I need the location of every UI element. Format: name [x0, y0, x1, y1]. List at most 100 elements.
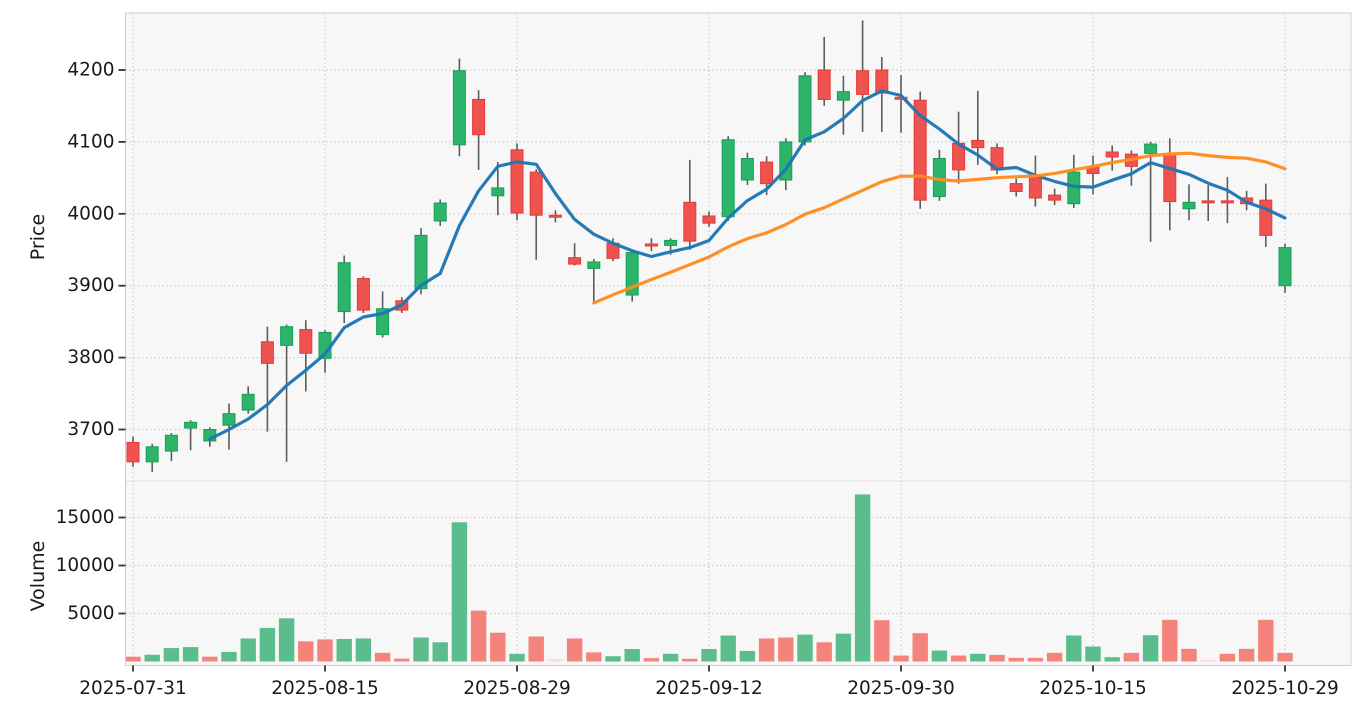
volume-bar [912, 633, 928, 662]
candle-body [452, 70, 466, 146]
axes-frame [125, 12, 1352, 666]
volume-bar [566, 638, 583, 662]
candle-body [433, 202, 447, 222]
price-tick-label: 3700 [67, 419, 114, 440]
volume-bar [1027, 657, 1044, 662]
candle-body [817, 69, 831, 100]
candle-body [222, 413, 236, 426]
candle-body [836, 91, 850, 101]
candle-body [491, 187, 505, 197]
candle-body [1259, 199, 1273, 236]
volume-bar [432, 642, 448, 662]
volume-bar [720, 635, 736, 662]
volume-bar [547, 659, 564, 662]
volume-bar [355, 638, 372, 662]
candle-body [587, 261, 601, 269]
volume-bar [931, 650, 948, 662]
volume-bar [816, 642, 832, 662]
candle-body [1028, 176, 1042, 199]
volume-bar [643, 658, 660, 662]
volume-bar [470, 610, 487, 662]
candle-body [337, 262, 351, 313]
volume-bar [682, 658, 698, 662]
volume-bar [490, 632, 506, 662]
volume-bar [298, 641, 314, 662]
volume-bar [394, 658, 410, 662]
volume-bar [240, 638, 256, 662]
candle-body [798, 75, 812, 143]
candle-body [1278, 247, 1292, 287]
candle-body [145, 446, 159, 463]
volume-bar [1104, 657, 1120, 662]
volume-bar [1181, 648, 1197, 662]
candle-body [529, 171, 543, 216]
volume-bar [1046, 652, 1063, 662]
volume-bar [259, 627, 276, 662]
candle-body [760, 161, 774, 185]
volume-bar [317, 639, 333, 662]
volume-bar [221, 651, 237, 662]
volume-bar [1238, 648, 1255, 662]
ma5-line [208, 89, 1287, 441]
date-tick-label: 2025-10-15 [1039, 678, 1147, 699]
date-tick-label: 2025-10-29 [1231, 678, 1339, 699]
volume-bar [662, 653, 679, 662]
price-tick-label: 4000 [67, 203, 114, 224]
volume-bar [336, 638, 352, 662]
volume-bar [989, 654, 1005, 662]
candle-body [1182, 201, 1196, 210]
volume-bar [797, 634, 813, 662]
volume-bar [1162, 619, 1178, 662]
volume-bar [1066, 635, 1082, 662]
volume-bar [835, 633, 852, 662]
candle-body [510, 149, 524, 214]
volume-bar [1123, 652, 1140, 662]
candle-body [280, 326, 294, 346]
volume-bar [874, 620, 890, 662]
volume-bar [374, 652, 391, 662]
candle-body [683, 201, 697, 242]
candle-body [1048, 194, 1062, 201]
candle-body [126, 441, 140, 463]
candle-body [702, 215, 716, 224]
volume-bar [528, 636, 544, 662]
volume-bar [605, 656, 621, 662]
volume-bar [586, 652, 602, 662]
volume-bar [970, 653, 986, 662]
volume-bar [1200, 659, 1216, 662]
candle-body [1163, 154, 1177, 203]
volume-bar [451, 522, 468, 662]
volume-bar [509, 653, 525, 662]
volume-bar [950, 655, 967, 662]
candle-body [356, 278, 370, 311]
ma25-line [592, 151, 1287, 305]
price-tick-label: 4100 [67, 131, 114, 152]
candle-body [971, 139, 985, 149]
volume-bar [701, 649, 717, 662]
candle-body [1144, 143, 1158, 154]
volume-bar [624, 649, 640, 662]
candle-body [241, 393, 255, 411]
candle-body [875, 69, 889, 94]
candle-body [1105, 151, 1119, 158]
volume-tick-label: 5000 [67, 603, 114, 624]
volume-bar [278, 618, 295, 662]
candle-body [414, 234, 428, 290]
volume-bar [1008, 657, 1024, 662]
candle-body [1201, 200, 1215, 204]
volume-bar [125, 656, 141, 662]
candle-body [1220, 200, 1234, 204]
date-tick-label: 2025-07-31 [79, 678, 187, 699]
volume-bar [739, 650, 756, 662]
volume-bar [144, 654, 160, 662]
candle-body [260, 341, 274, 364]
volume-bar [163, 648, 180, 662]
candle-body [568, 257, 582, 265]
volume-bar [893, 655, 909, 662]
volume-bar [854, 494, 871, 662]
volume-bar [413, 637, 429, 662]
candle-body [740, 157, 754, 181]
volume-bar [202, 656, 218, 662]
volume-tick-label: 15000 [56, 507, 115, 528]
